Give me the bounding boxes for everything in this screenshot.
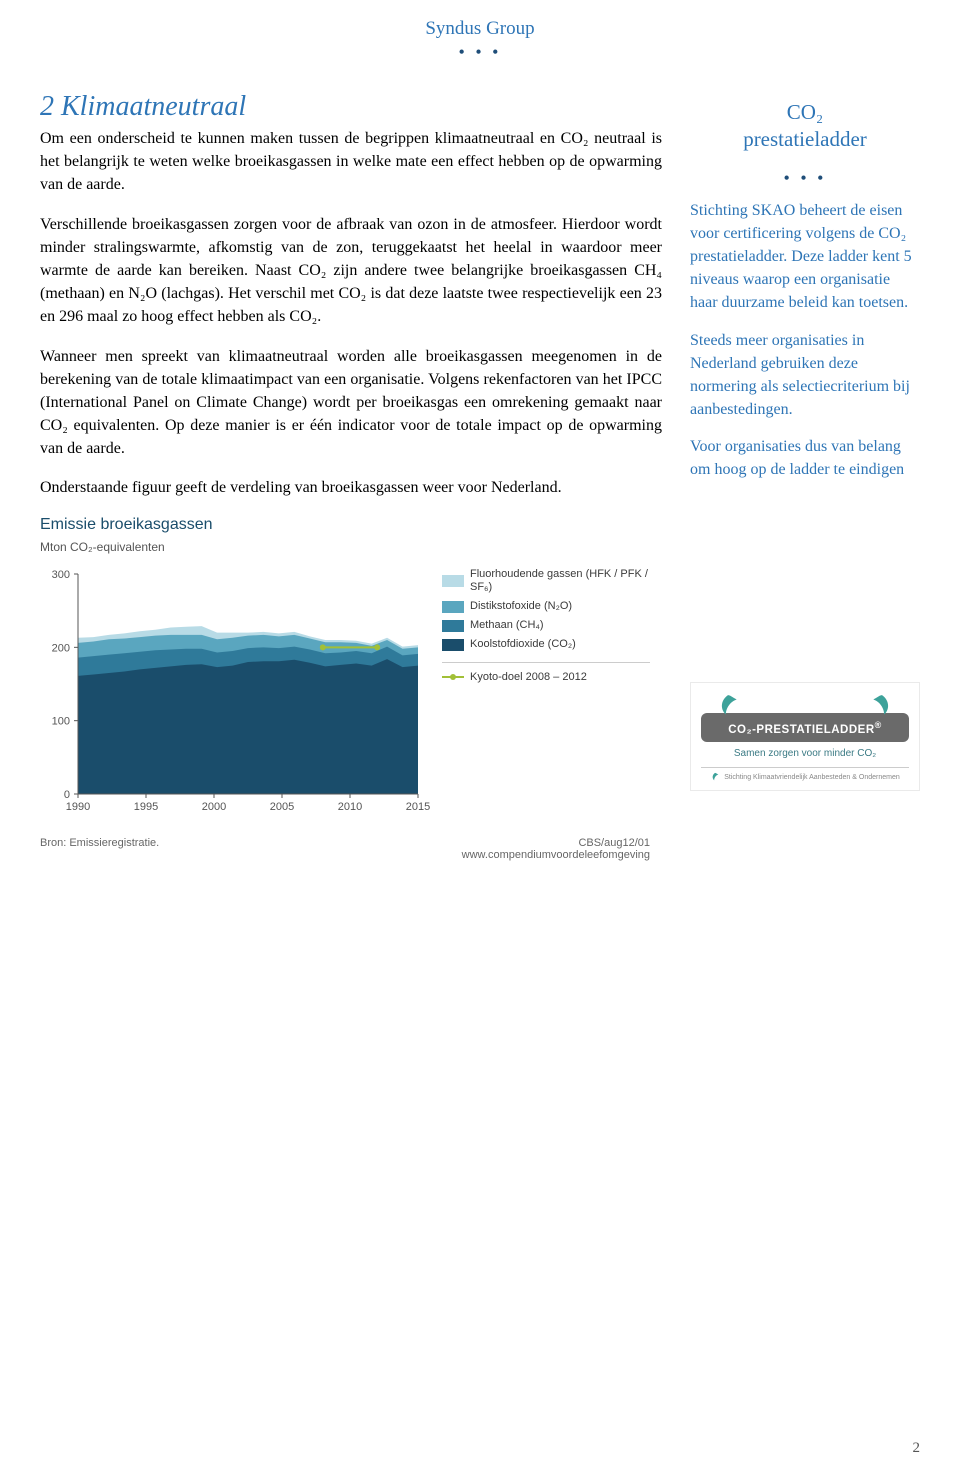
body-paragraph: Wanneer men spreekt van klimaatneutraal …: [40, 345, 662, 461]
chart-source-left: Bron: Emissieregistratie.: [40, 837, 159, 861]
sidebar-title: CO₂ prestatieladder: [690, 99, 920, 154]
legend-item: Koolstofdioxide (CO₂): [442, 638, 650, 651]
legend-item: Distikstofoxide (N₂O): [442, 600, 650, 613]
chart-source-right-top: CBS/aug12/01: [578, 837, 650, 849]
chart-source-right-bottom: www.compendiumvoordeleefomgeving: [462, 849, 650, 861]
chart-canvas: 0 100 200 300 1990 1995 2000 2005 2010 2015: [40, 564, 430, 824]
kyoto-label: Kyoto-doel 2008 – 2012: [470, 671, 587, 683]
logo-tagline: Samen zorgen voor minder CO₂: [701, 748, 909, 759]
svg-text:300: 300: [52, 569, 70, 581]
body-paragraph: Onderstaande figuur geeft de verdeling v…: [40, 476, 662, 499]
page-header: Syndus Group • • •: [40, 18, 920, 63]
svg-text:2010: 2010: [338, 801, 362, 813]
sidebar-paragraph: Voor organisaties dus van belang om hoog…: [690, 435, 920, 481]
sidebar-paragraph: Steeds meer organisaties in Nederland ge…: [690, 329, 920, 422]
chart-legend: Fluorhoudende gassen (HFK / PFK / SF₆) Di…: [442, 564, 650, 829]
logo-org: Stichting Klimaatvriendelijk Aanbesteden…: [701, 767, 909, 782]
sidebar-paragraph: Stichting SKAO beheert de eisen voor cer…: [690, 199, 920, 315]
svg-text:1990: 1990: [66, 801, 90, 813]
sidebar-dots: • • •: [690, 168, 920, 189]
chart-title: Emissie broeikasgassen: [40, 516, 650, 534]
main-column: 2 Klimaatneutraal Om een onderscheid te …: [40, 91, 662, 861]
page-number: 2: [913, 1440, 921, 1457]
chart-y-unit: Mton CO₂-equivalenten: [40, 540, 650, 554]
body-paragraph: Om een onderscheid te kunnen maken tusse…: [40, 127, 662, 197]
prestatieladder-logo: CO₂-PRESTATIELADDER® Samen zorgen voor m…: [690, 682, 920, 792]
legend-item: Fluorhoudende gassen (HFK / PFK / SF₆): [442, 568, 650, 594]
leaf-icon: [710, 772, 720, 782]
legend-item: Methaan (CH₄): [442, 619, 650, 632]
sidebar-title-line: prestatieladder: [743, 127, 867, 151]
svg-text:100: 100: [52, 715, 70, 727]
company-name: Syndus Group: [40, 18, 920, 40]
chart-footer: Bron: Emissieregistratie. CBS/aug12/01 w…: [40, 837, 650, 861]
leaf-icon: [869, 693, 895, 719]
legend-kyoto: Kyoto-doel 2008 – 2012: [442, 671, 650, 683]
emissions-chart: Emissie broeikasgassen Mton CO₂-equivale…: [40, 516, 650, 861]
svg-text:2015: 2015: [406, 801, 430, 813]
header-dots: • • •: [40, 42, 920, 63]
sidebar-column: CO₂ prestatieladder • • • Stichting SKAO…: [690, 91, 920, 861]
sidebar-title-line: CO₂: [787, 100, 824, 124]
leaf-icon: [715, 693, 741, 719]
svg-text:1995: 1995: [134, 801, 158, 813]
body-paragraph: Verschillende broeikasgassen zorgen voor…: [40, 213, 662, 329]
svg-text:200: 200: [52, 642, 70, 654]
svg-text:2005: 2005: [270, 801, 294, 813]
svg-text:0: 0: [64, 789, 70, 801]
svg-text:2000: 2000: [202, 801, 226, 813]
section-heading: 2 Klimaatneutraal: [40, 91, 662, 123]
